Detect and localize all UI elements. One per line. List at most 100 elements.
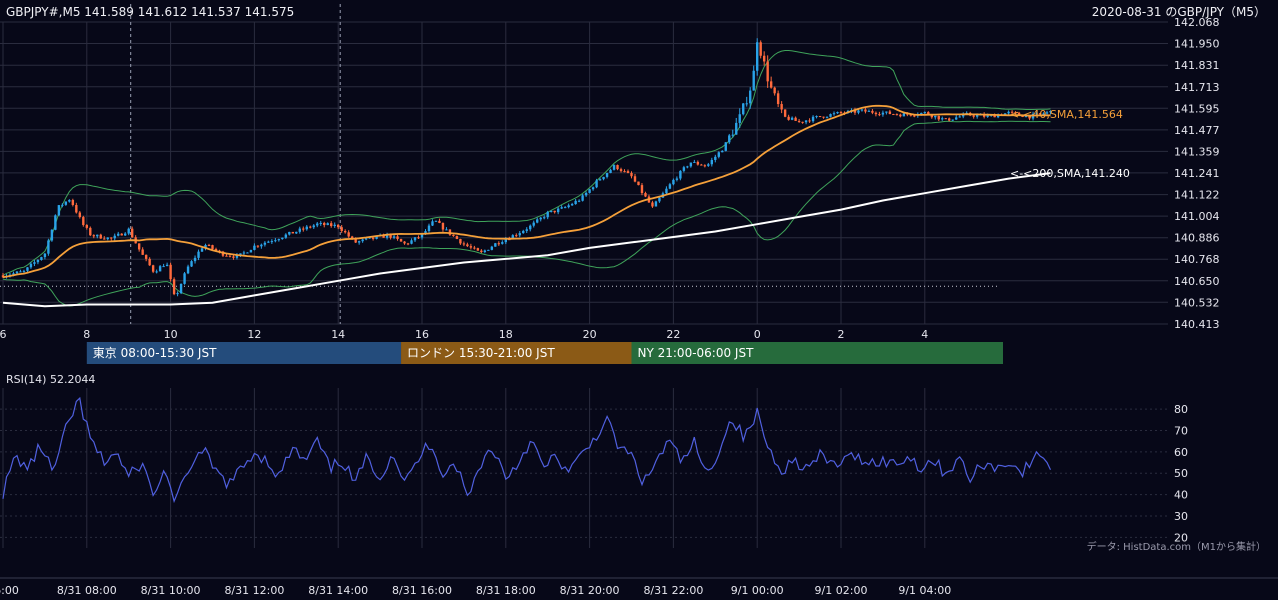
candle-body — [808, 120, 811, 122]
candle-body — [337, 224, 340, 228]
candle-body — [874, 112, 878, 115]
candle-body — [553, 210, 556, 213]
candle-body — [22, 270, 26, 272]
candle-body — [504, 239, 507, 243]
candle-body — [179, 283, 183, 294]
candle-body — [445, 229, 448, 231]
candle-body — [141, 249, 144, 255]
candle-body — [396, 236, 399, 239]
candle-body — [948, 118, 951, 121]
price-tick-label: 141.595 — [1174, 102, 1220, 115]
candle-body — [811, 116, 815, 122]
candle-body — [99, 234, 102, 239]
candle-body — [769, 81, 773, 88]
candle-body — [766, 61, 769, 82]
candle-body — [361, 239, 364, 242]
candle-body — [707, 164, 710, 166]
candle-body — [797, 120, 801, 122]
candle-body — [200, 248, 204, 252]
candle-body — [110, 237, 113, 239]
candle-body — [57, 205, 61, 216]
candle-body — [462, 243, 466, 245]
time-tick-label: 20 — [583, 328, 597, 341]
candle-body — [333, 224, 336, 227]
candle-body — [441, 222, 445, 230]
candle-body — [693, 161, 696, 163]
candle-body — [103, 238, 106, 240]
candle-body — [829, 114, 832, 117]
candle-body — [295, 231, 298, 234]
candle-body — [85, 225, 88, 228]
candle-body — [630, 172, 633, 177]
candle-body — [75, 204, 78, 213]
candle-body — [696, 161, 700, 165]
candle-body — [148, 258, 151, 266]
candle-body — [399, 238, 403, 242]
candle-body — [529, 225, 532, 230]
candle-body — [714, 156, 717, 160]
candle-body — [518, 233, 521, 236]
candle-body — [50, 229, 54, 241]
candle-body — [15, 271, 19, 274]
candle-body — [228, 255, 232, 257]
candle-body — [745, 103, 748, 105]
candle-body — [82, 217, 85, 226]
candle-body — [749, 90, 752, 104]
candle-body — [1010, 111, 1014, 113]
sma40-label: <-<40,SMA,141.564 — [1010, 108, 1123, 121]
candle-body — [853, 110, 857, 113]
candle-body — [1042, 113, 1045, 115]
time-tick-label: 22 — [666, 328, 680, 341]
candle-body — [515, 235, 518, 237]
candle-body — [570, 204, 574, 206]
candle-body — [347, 232, 350, 237]
candle-body — [64, 201, 68, 205]
candle-body — [584, 192, 588, 196]
candle-body — [263, 242, 267, 245]
candle-body — [284, 234, 288, 238]
candle-body — [281, 237, 284, 240]
data-credit: データ: HistData.com（M1から集計） — [1087, 540, 1266, 553]
sma40-line — [2, 104, 1051, 279]
candle-body — [127, 228, 130, 234]
candle-body — [438, 220, 441, 223]
candle-body — [413, 237, 417, 241]
candle-body — [546, 211, 549, 218]
candle-body — [497, 243, 501, 245]
candle-body — [239, 253, 242, 256]
candle-body — [860, 109, 864, 111]
candle-body — [710, 159, 714, 165]
candle-body — [574, 200, 577, 205]
rsi-time-tick-label: 8/31 12:00 — [224, 584, 284, 597]
rsi-label: RSI(14) 52.2044 — [6, 373, 95, 386]
candle-body — [452, 234, 455, 237]
candle-body — [106, 237, 109, 240]
price-tick-label: 141.359 — [1174, 145, 1220, 158]
candle-body — [986, 115, 989, 117]
rsi-time-tick-label: 06:00 — [0, 584, 19, 597]
time-tick-label: 0 — [754, 328, 761, 341]
candle-body — [996, 114, 1000, 118]
candle-body — [424, 231, 427, 234]
candle-body — [591, 187, 595, 190]
candle-body — [934, 115, 937, 118]
candle-body — [871, 110, 874, 113]
candle-body — [323, 222, 326, 226]
candle-body — [958, 116, 961, 118]
time-tick-label: 18 — [499, 328, 513, 341]
rsi-time-tick-label: 9/1 00:00 — [731, 584, 784, 597]
rsi-tick-label: 50 — [1174, 467, 1188, 480]
candle-body — [193, 257, 197, 262]
candle-body — [417, 237, 420, 239]
candle-body — [927, 112, 930, 115]
rsi-time-tick-label: 8/31 16:00 — [392, 584, 452, 597]
candle-body — [881, 112, 885, 115]
candle-body — [658, 197, 661, 202]
candle-body — [291, 231, 295, 234]
candle-body — [532, 222, 535, 226]
candle-body — [839, 112, 843, 114]
chart-title: 2020-08-31 のGBP/JPY（M5） — [1092, 5, 1266, 19]
candle-body — [864, 109, 867, 112]
candle-body — [302, 228, 305, 230]
